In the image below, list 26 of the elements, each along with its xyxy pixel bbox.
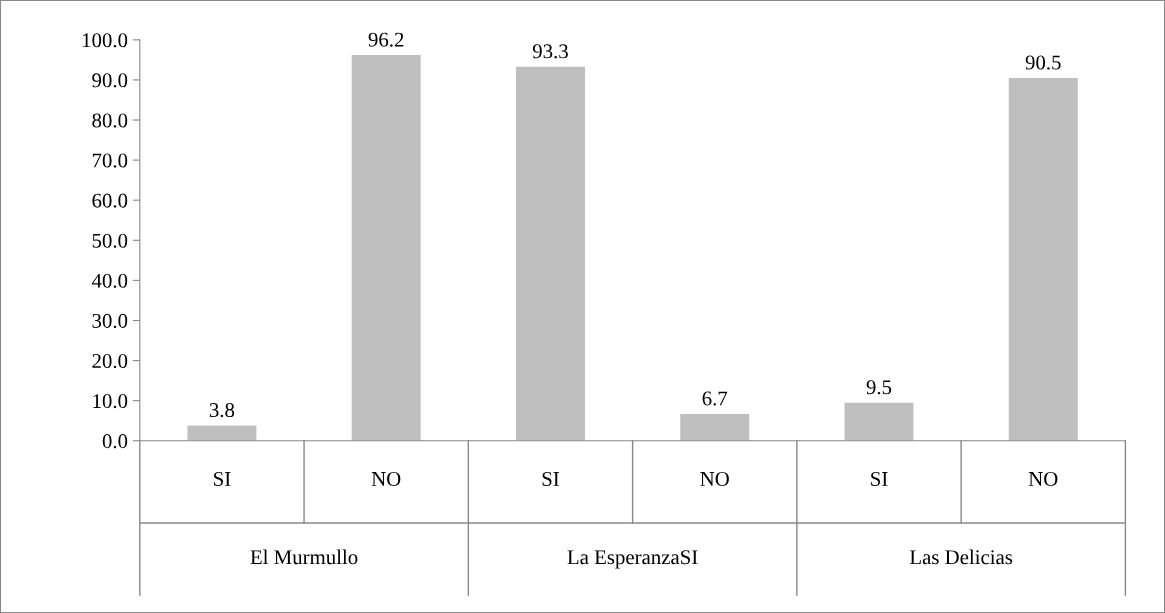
- y-tick-label: 90.0: [92, 73, 128, 88]
- y-tick-label: 80.0: [92, 113, 128, 128]
- y-tick-label: 30.0: [92, 313, 128, 328]
- x-tick-label: SI: [214, 471, 231, 486]
- text: Las Delicias: [909, 549, 1013, 565]
- data-label: 6.7: [702, 391, 728, 406]
- data-label: 9.5: [866, 380, 892, 395]
- y-tick-label: 10.0: [93, 394, 128, 409]
- x-tick-label: SI: [542, 471, 559, 486]
- text: El Murmullo: [250, 549, 358, 565]
- data-label: 3.8: [209, 403, 235, 418]
- data-label: 93.3: [532, 44, 568, 59]
- y-tick-label: 60.0: [92, 193, 128, 208]
- data-label: 90.5: [1025, 55, 1061, 70]
- y-tick-label: 100.0: [82, 33, 128, 48]
- y-tick-label: 0.0: [102, 434, 128, 449]
- x-tick-label: NO: [700, 471, 729, 486]
- y-tick-label: 50.0: [92, 233, 128, 248]
- x-tick-label: NO: [371, 471, 401, 486]
- data-label: 96.2: [368, 32, 404, 47]
- y-tick-label: 20.0: [92, 353, 128, 369]
- x-tick-label: NO: [1028, 471, 1058, 486]
- y-tick-label: 40.0: [91, 273, 128, 288]
- x-tick-label: SI: [871, 471, 888, 486]
- y-tick-label: 70.0: [92, 153, 128, 168]
- text: La EsperanzaSI: [567, 550, 698, 569]
